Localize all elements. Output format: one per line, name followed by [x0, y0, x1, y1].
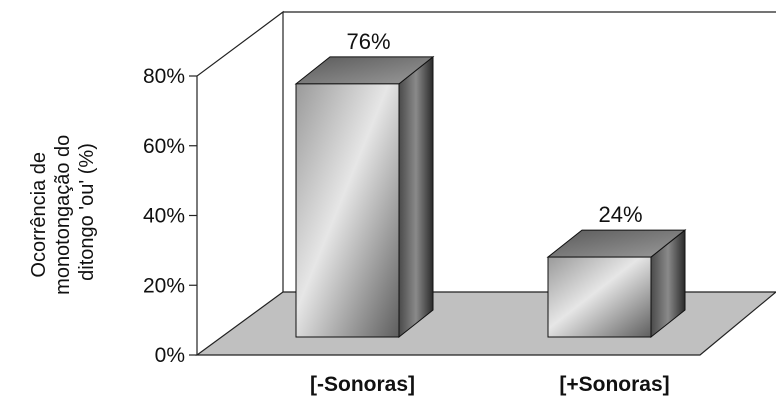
y-axis-title-line-2: monotongação do — [52, 135, 74, 295]
bar — [295, 83, 400, 338]
y-axis-title-line-1: Ocorrência de — [28, 152, 50, 278]
y-axis-title: Ocorrência de monotongação do ditongo 'o… — [28, 129, 98, 295]
bar — [547, 256, 652, 338]
plot-floor — [195, 291, 776, 356]
y-tick-label: 20% — [143, 274, 185, 297]
data-label: 24% — [598, 202, 642, 227]
bar-side — [398, 55, 434, 339]
x-tick-label: [+Sonoras] — [559, 373, 669, 396]
y-tick-label: 60% — [143, 135, 185, 158]
y-tick-label: 0% — [155, 344, 185, 367]
y-tick-label: 40% — [143, 205, 185, 228]
data-label: 76% — [346, 29, 390, 54]
y-axis-title-line-3: ditongo 'ou' (%) — [76, 143, 98, 281]
y-tick-label: 80% — [143, 65, 185, 88]
x-tick-label: [-Sonoras] — [310, 373, 415, 396]
